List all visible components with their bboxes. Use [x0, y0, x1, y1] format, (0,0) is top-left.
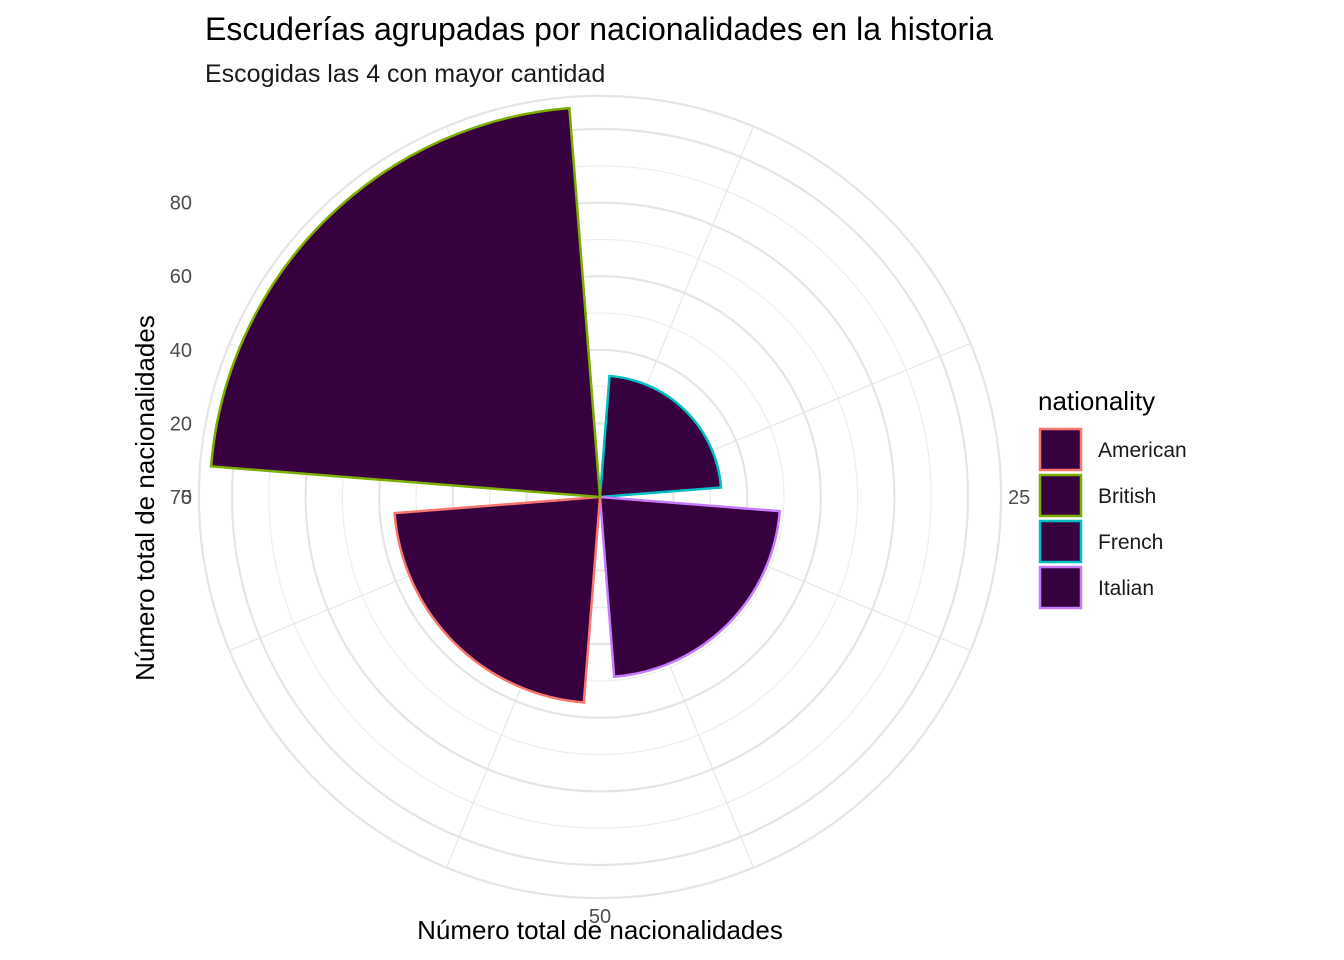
y-axis-title: Número total de nacionalidades [130, 315, 160, 681]
legend-title: nationality [1038, 386, 1155, 416]
grid-circle-minor [489, 386, 711, 608]
legend-key-british [1038, 473, 1083, 518]
legend-key-french [1038, 519, 1083, 564]
r-tick-label: 40 [170, 340, 192, 362]
r-tick-label: 80 [170, 193, 192, 215]
bar-american [393, 495, 602, 704]
angular-axis-ticks: 25 50 75 [170, 487, 1030, 928]
chart-title: Escuderías agrupadas por nacionalidades … [205, 11, 993, 47]
grid-circle-major [378, 275, 822, 719]
legend-key-italian [1038, 565, 1083, 610]
theta-tick-label: 50 [589, 906, 611, 928]
grid-circle-major [525, 422, 675, 572]
chart-subtitle: Escogidas las 4 con mayor cantidad [205, 60, 605, 88]
legend-label-british: British [1098, 485, 1156, 508]
x-axis-title: Número total de nacionalidades [417, 915, 783, 945]
r-tick-label: 0 [181, 487, 192, 509]
grid-circle-major [304, 201, 896, 793]
legend-label-american: American [1098, 439, 1187, 462]
bar-italian [598, 495, 782, 679]
bar-british [209, 106, 602, 499]
grid-circle-outer [197, 94, 1003, 900]
bar-french [598, 374, 723, 499]
legend: nationality American British French Italian [1038, 386, 1187, 610]
r-tick-label: 20 [170, 413, 192, 435]
legend-key-american [1038, 427, 1083, 472]
legend-label-italian: Italian [1098, 577, 1154, 600]
grid-circle-major [230, 127, 970, 867]
radial-axis-ticks: 0 20 40 60 80 [170, 193, 192, 509]
grid-circle-minor [268, 165, 932, 829]
theta-tick-label: 25 [1008, 487, 1030, 509]
legend-label-french: French [1098, 531, 1163, 554]
grid-circle-minor [415, 312, 785, 682]
grid-circle-major [451, 348, 749, 646]
bars [209, 106, 782, 704]
grid-circle-minor [341, 238, 859, 756]
theta-tick-label: 75 [170, 487, 192, 509]
r-tick-label: 60 [170, 266, 192, 288]
